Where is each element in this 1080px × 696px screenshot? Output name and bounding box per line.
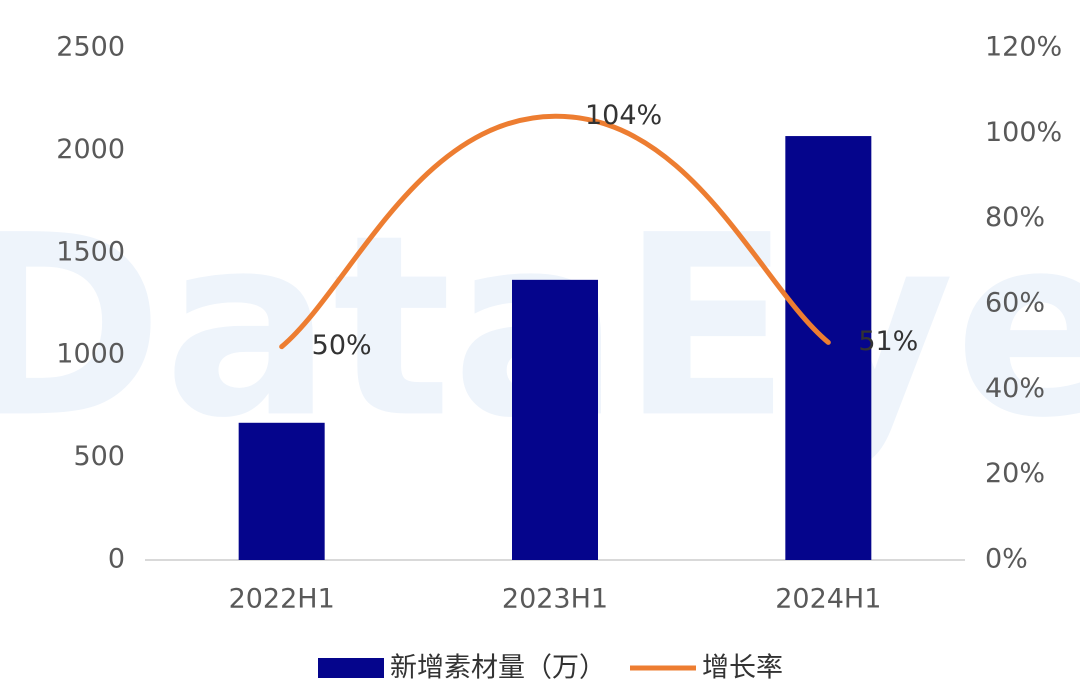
x-tick-label: 2022H1: [229, 584, 335, 615]
line: [279, 113, 831, 350]
legend-label: 增长率: [702, 653, 783, 684]
y-tick-label: 0: [108, 544, 125, 575]
y2-tick-label: 120%: [985, 32, 1062, 63]
y2-tick-label: 80%: [985, 202, 1045, 233]
data-label: 51%: [858, 326, 918, 357]
y2-tick-label: 0%: [985, 544, 1028, 575]
data-label: 50%: [312, 330, 372, 361]
legend-label: 新增素材量（万）: [390, 653, 606, 684]
y-tick-label: 1000: [56, 339, 125, 370]
y-tick-label: 500: [73, 441, 125, 472]
x-tick-label: 2024H1: [775, 584, 881, 615]
data-label: 104%: [585, 100, 662, 131]
y-tick-label: 2500: [56, 32, 125, 63]
y-tick-label: 2000: [56, 134, 125, 165]
legend-swatch: [318, 658, 384, 678]
y2-tick-label: 20%: [985, 458, 1045, 489]
x-tick-label: 2023H1: [502, 584, 608, 615]
bar: [512, 279, 598, 560]
y2-tick-label: 100%: [985, 117, 1062, 148]
bar: [238, 422, 325, 560]
y2-tick-label: 40%: [985, 373, 1045, 404]
y-tick-label: 1500: [56, 236, 125, 267]
bar: [785, 136, 872, 560]
y2-tick-label: 60%: [985, 288, 1045, 319]
